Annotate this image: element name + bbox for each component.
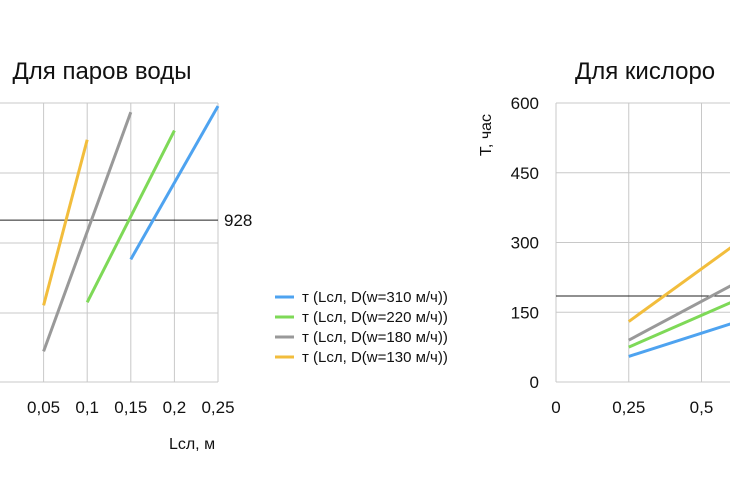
oxygen-x-ticks: 00,250,50,75: [551, 398, 714, 417]
oxygen-series-line-3: [627, 246, 730, 323]
water-vapor-series-line-2: [42, 111, 133, 352]
water-vapor-series-line-0: [129, 105, 220, 261]
water-vapor-reference-line: 928: [0, 211, 252, 230]
oxygen-y-tick-3: 450: [511, 164, 539, 183]
oxygen-y-tick-2: 300: [511, 234, 539, 253]
oxygen-chart-title: Для кислоро: [575, 58, 715, 85]
water-vapor-x-tick-1: 0,1: [75, 398, 99, 417]
water-vapor-series: [42, 105, 220, 352]
legend-label-0: т (Lсл, D(w=310 м/ч)): [302, 289, 448, 306]
oxygen-series: [627, 246, 730, 358]
water-vapor-grid: [0, 102, 219, 383]
legend-label-3: т (Lсл, D(w=130 м/ч)): [302, 349, 448, 366]
oxygen-x-tick-1: 0,25: [612, 398, 645, 417]
water-vapor-chart: Для паров воды 928 0,05 0,1 0,15 0,2 0,25 Lс…: [0, 58, 252, 453]
oxygen-y-tick-0: 0: [530, 373, 539, 392]
water-vapor-x-tick-0: 0,05: [27, 398, 60, 417]
water-vapor-chart-title: Для паров воды: [13, 58, 192, 85]
water-vapor-series-line-3: [42, 139, 89, 306]
water-vapor-x-tick-2: 0,15: [114, 398, 147, 417]
oxygen-series-line-1: [628, 301, 730, 349]
oxygen-chart: Для кислоро T, час 00,250,50,75 01503004…: [478, 58, 730, 417]
oxygen-grid: [555, 102, 730, 383]
oxygen-series-line-2: [628, 284, 730, 342]
water-vapor-x-axis-label: Lсл, м: [169, 436, 215, 453]
oxygen-y-axis-label: T, час: [478, 114, 495, 156]
water-vapor-series-line-1: [85, 129, 176, 303]
water-vapor-x-ticks: 0,05 0,1 0,15 0,2 0,25: [27, 398, 234, 417]
oxygen-series-line-0: [628, 322, 730, 358]
oxygen-x-tick-0: 0: [551, 398, 560, 417]
oxygen-y-tick-4: 600: [511, 94, 539, 113]
legend-label-1: т (Lсл, D(w=220 м/ч)): [302, 309, 448, 326]
water-vapor-x-tick-4: 0,25: [201, 398, 234, 417]
oxygen-y-tick-1: 150: [511, 303, 539, 322]
water-vapor-x-tick-3: 0,2: [163, 398, 187, 417]
water-vapor-reference-label: 928: [224, 211, 252, 230]
oxygen-y-ticks: 0 150 300 450 600: [511, 94, 539, 392]
oxygen-x-tick-2: 0,5: [690, 398, 714, 417]
legend: т (Lсл, D(w=310 м/ч)) т (Lсл, D(w=220 м/ч…: [275, 289, 448, 366]
legend-label-2: т (Lсл, D(w=180 м/ч)): [302, 329, 448, 346]
